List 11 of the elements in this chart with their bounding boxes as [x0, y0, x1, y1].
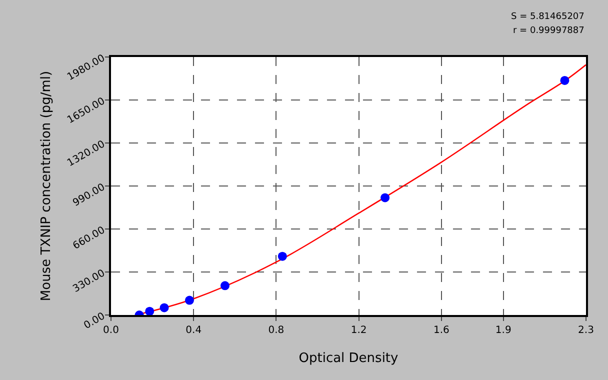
x-tick-label: 1.9 — [495, 325, 512, 336]
text: r = 0.99997887 — [513, 26, 584, 36]
x-tick-label: 1.2 — [350, 325, 367, 336]
x-tick-label: 0.4 — [186, 325, 202, 336]
x-tick-label: 2.3 — [578, 325, 594, 336]
x-axis-title: Optical Density — [298, 351, 399, 366]
x-tick-label: 0.8 — [268, 325, 284, 336]
x-tick-label: 0.0 — [103, 325, 119, 336]
text: S = 5.81465207 — [511, 12, 584, 22]
y-axis-title: Mouse TXNIP concentration (pg/ml) — [39, 70, 54, 302]
x-tick-label: 1.6 — [433, 325, 450, 336]
